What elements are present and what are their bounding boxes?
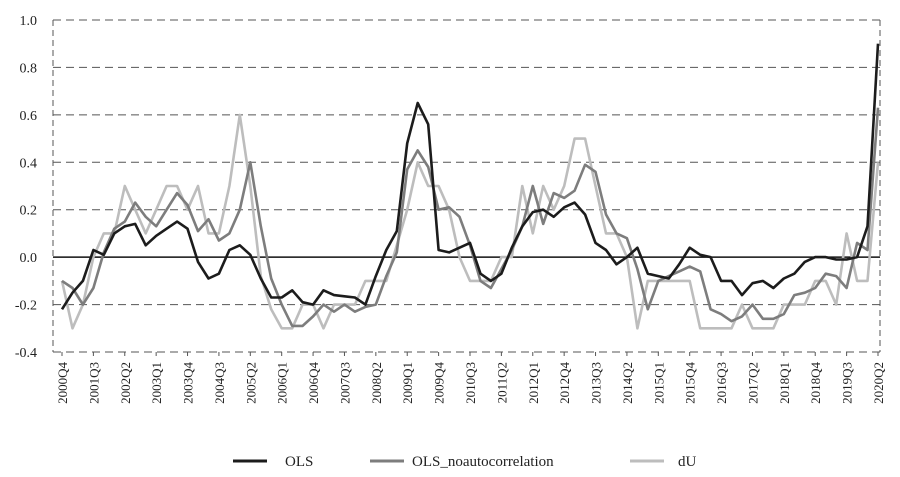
y-tick-label: 0.8 bbox=[20, 61, 38, 76]
series-line-ols-noautocorrelation bbox=[61, 107, 880, 328]
x-tick-label: 2013Q3 bbox=[589, 362, 604, 404]
y-tick-label: 0.0 bbox=[20, 251, 38, 266]
x-tick-label: 2009Q1 bbox=[400, 362, 415, 404]
y-tick-label: 0.2 bbox=[20, 204, 38, 219]
x-tick-label: 2015Q4 bbox=[683, 362, 698, 404]
x-tick-label: 2006Q1 bbox=[275, 362, 290, 404]
x-tick-label: 2020Q2 bbox=[871, 362, 886, 404]
y-tick-label: -0.2 bbox=[15, 299, 37, 314]
x-tick-label: 2011Q2 bbox=[494, 362, 509, 403]
y-axis: 1.0 0.8 0.6 0.4 0.2 0.0 -0.2 -0.4 bbox=[15, 14, 37, 361]
x-tick-label: 2009Q4 bbox=[432, 362, 447, 404]
x-tick-label: 2018Q4 bbox=[808, 362, 823, 404]
x-tick-label: 2003Q4 bbox=[181, 362, 196, 404]
x-tick-label: 2007Q3 bbox=[337, 362, 352, 404]
x-tick-label: 2014Q2 bbox=[620, 362, 635, 404]
y-tick-label: 0.4 bbox=[20, 156, 38, 171]
legend-label: OLS bbox=[285, 454, 313, 470]
legend-label: OLS_noautocorrelation bbox=[412, 454, 554, 470]
x-tick-label: 2012Q4 bbox=[557, 362, 572, 404]
x-tick-label: 2004Q3 bbox=[212, 362, 227, 404]
x-tick-label: 2010Q3 bbox=[463, 362, 478, 404]
legend: OLS OLS_noautocorrelation dU bbox=[233, 454, 697, 470]
legend-label: dU bbox=[678, 454, 697, 470]
x-tick-label: 2015Q1 bbox=[651, 362, 666, 404]
x-tick-label: 2001Q3 bbox=[86, 362, 101, 404]
x-tick-label: 2012Q1 bbox=[526, 362, 541, 404]
x-tick-label: 2002Q2 bbox=[118, 362, 133, 404]
y-tick-label: 0.6 bbox=[20, 109, 38, 124]
y-tick-label: -0.4 bbox=[15, 346, 37, 361]
x-axis: 2000Q4 2001Q3 2002Q2 2003Q1 2003Q4 2004Q3 2005… bbox=[55, 352, 886, 404]
x-tick-label: 2005Q2 bbox=[243, 362, 258, 404]
y-tick-label: 1.0 bbox=[20, 14, 38, 29]
x-tick-label: 2019Q3 bbox=[840, 362, 855, 404]
x-tick-label: 2017Q2 bbox=[745, 362, 760, 404]
x-tick-label: 2016Q3 bbox=[714, 362, 729, 404]
x-tick-label: 2008Q2 bbox=[369, 362, 384, 404]
x-tick-label: 2000Q4 bbox=[55, 362, 70, 404]
series-line-ols bbox=[60, 43, 880, 310]
x-tick-label: 2018Q1 bbox=[777, 362, 792, 404]
x-tick-label: 2003Q1 bbox=[149, 362, 164, 404]
series-lines bbox=[60, 43, 880, 330]
series-line-du bbox=[60, 113, 880, 330]
x-tick-label: 2006Q4 bbox=[306, 362, 321, 404]
